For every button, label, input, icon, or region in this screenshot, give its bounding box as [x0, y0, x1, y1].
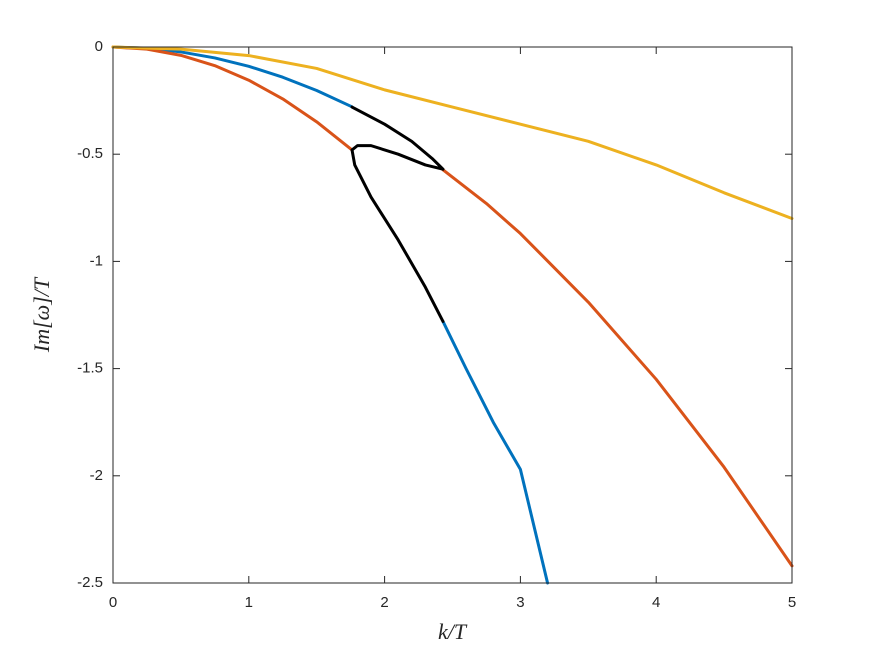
- x-tick-label: 3: [516, 594, 524, 611]
- y-tick-label: -2: [90, 467, 103, 484]
- series-line: [111, 45, 794, 568]
- plot-area: [113, 47, 792, 583]
- x-tick-label: 0: [109, 594, 117, 611]
- x-tick-label: 4: [652, 594, 660, 611]
- series-line: [111, 45, 794, 221]
- x-tick-label: 2: [380, 594, 388, 611]
- y-axis-label: Im[ω]/T: [29, 276, 54, 353]
- y-tick-label: -1.5: [77, 360, 103, 377]
- y-tick-label: -1: [90, 252, 103, 269]
- y-tick-label: 0: [95, 38, 103, 55]
- x-tick-label: 1: [245, 594, 253, 611]
- x-tick-label: 5: [788, 594, 796, 611]
- axes-box: [112, 46, 793, 584]
- x-axis-label: k/T: [438, 619, 468, 644]
- series-line: [350, 105, 445, 323]
- y-tick-label: -0.5: [77, 145, 103, 162]
- y-tick-label: -2.5: [77, 574, 103, 591]
